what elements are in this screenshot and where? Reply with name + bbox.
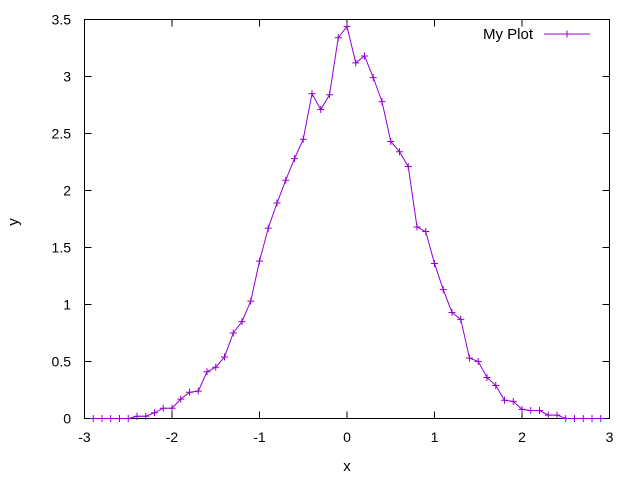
data-point-marker xyxy=(387,137,395,145)
y-tick-label: 1 xyxy=(63,297,71,313)
data-point-marker xyxy=(448,308,456,316)
data-point-marker xyxy=(247,297,255,305)
data-point-marker xyxy=(194,387,202,395)
data-point-marker xyxy=(369,74,377,82)
y-tick-label: 2 xyxy=(63,183,71,199)
data-point-marker xyxy=(404,163,412,171)
data-point-marker xyxy=(133,412,141,420)
data-point-marker xyxy=(168,404,176,412)
data-point-marker xyxy=(492,381,500,389)
data-point-marker xyxy=(116,415,123,422)
data-point-marker xyxy=(334,34,342,42)
data-point-marker xyxy=(124,415,132,422)
data-point-marker xyxy=(396,148,403,156)
data-point-marker xyxy=(291,155,298,163)
data-point-marker xyxy=(483,373,491,381)
data-point-marker xyxy=(177,395,185,403)
series-line xyxy=(93,25,601,419)
plot-frame xyxy=(84,19,610,419)
data-point-marker xyxy=(597,415,605,422)
y-tick-label: 1.5 xyxy=(52,240,72,256)
data-point-marker xyxy=(299,135,307,143)
data-point-marker xyxy=(457,315,465,323)
data-point-marker xyxy=(229,329,237,337)
data-point-marker xyxy=(98,415,106,422)
data-point-marker xyxy=(352,59,360,67)
y-tick-label: 0.5 xyxy=(52,354,72,370)
data-point-marker xyxy=(466,354,473,362)
data-point-marker xyxy=(212,363,220,371)
data-point-marker xyxy=(343,22,351,30)
x-tick-label: -2 xyxy=(166,429,179,445)
data-point-marker xyxy=(264,224,272,232)
data-point-marker xyxy=(553,411,561,419)
data-point-marker xyxy=(501,396,508,404)
legend-label: My Plot xyxy=(483,26,534,43)
data-point-marker xyxy=(142,412,150,420)
data-point-marker xyxy=(544,411,552,419)
data-point-marker xyxy=(422,228,430,236)
data-point-marker xyxy=(431,259,438,267)
data-point-marker xyxy=(413,223,421,231)
x-tick-label: 3 xyxy=(606,429,614,445)
data-point-marker xyxy=(509,397,517,405)
data-point-marker xyxy=(107,415,115,422)
data-point-marker xyxy=(527,407,535,415)
x-tick-label: 0 xyxy=(343,429,351,445)
data-point-marker xyxy=(571,415,578,422)
data-point-marker xyxy=(256,257,263,265)
y-axis-label: y xyxy=(5,218,22,226)
data-point-marker xyxy=(562,415,570,422)
data-point-marker xyxy=(326,91,333,99)
y-tick-label: 3.5 xyxy=(52,12,72,28)
data-point-marker xyxy=(89,415,97,422)
data-point-marker xyxy=(282,176,290,184)
y-tick-label: 2.5 xyxy=(52,126,72,142)
data-point-marker xyxy=(151,409,158,417)
data-point-marker xyxy=(308,90,316,98)
data-point-marker xyxy=(186,388,193,396)
x-tick-label: -1 xyxy=(253,429,266,445)
data-point-marker xyxy=(588,415,596,422)
y-tick-label: 0 xyxy=(63,411,71,427)
data-point-marker xyxy=(238,318,246,326)
data-point-marker xyxy=(439,286,447,294)
series-layer xyxy=(89,22,605,422)
legend: My Plot xyxy=(483,26,590,43)
x-axis-label: x xyxy=(343,458,351,475)
legend-swatch-marker xyxy=(563,30,571,38)
data-point-marker xyxy=(317,106,325,114)
data-point-marker xyxy=(536,407,543,415)
x-tick-label: -3 xyxy=(78,429,91,445)
data-point-marker xyxy=(474,358,482,365)
data-point-marker xyxy=(203,368,211,376)
data-point-marker xyxy=(579,415,587,422)
data-point-marker xyxy=(273,199,281,207)
data-point-marker xyxy=(361,52,368,60)
x-tick-label: 2 xyxy=(518,429,526,445)
data-point-marker xyxy=(378,98,386,106)
data-point-marker xyxy=(159,404,167,412)
x-tick-label: 1 xyxy=(431,429,439,445)
data-point-marker xyxy=(221,353,228,361)
data-point-marker xyxy=(518,405,526,413)
y-tick-label: 3 xyxy=(63,69,71,85)
